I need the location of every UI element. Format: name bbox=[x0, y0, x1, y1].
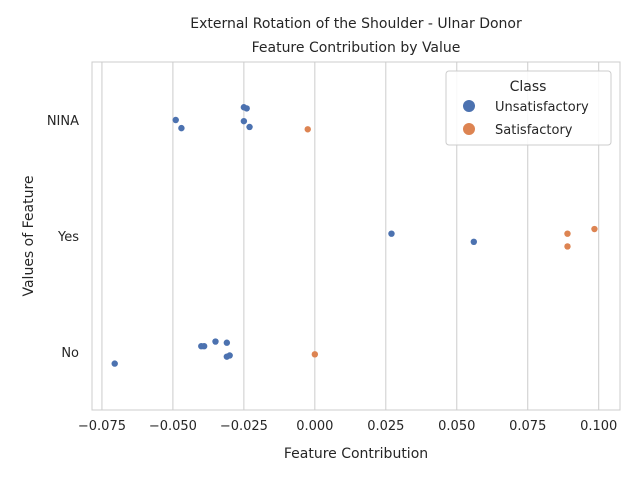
y-tick-labels: NINA Yes No bbox=[47, 114, 79, 361]
legend-label-satisfactory: Satisfactory bbox=[495, 123, 573, 138]
x-axis-label: Feature Contribution bbox=[284, 446, 428, 462]
x-tick-label: 0.075 bbox=[509, 419, 546, 434]
y-axis-label: Values of Feature bbox=[21, 175, 37, 296]
x-tick-label: −0.075 bbox=[78, 419, 126, 434]
data-point-unsatisfactory bbox=[388, 230, 395, 237]
data-point-unsatisfactory bbox=[178, 124, 185, 132]
data-point-satisfactory bbox=[564, 230, 571, 237]
y-tick-label: NINA bbox=[47, 114, 79, 129]
x-tick-label: −0.025 bbox=[220, 419, 268, 434]
y-tick-label: No bbox=[61, 346, 79, 361]
data-point-unsatisfactory bbox=[240, 117, 248, 125]
data-point-satisfactory bbox=[311, 351, 319, 358]
data-point-unsatisfactory bbox=[223, 339, 231, 346]
y-tick-label: Yes bbox=[57, 230, 79, 245]
data-point-unsatisfactory bbox=[200, 343, 208, 350]
x-tick-labels: −0.075 −0.050 −0.025 0.000 0.025 0.050 0.075 0.… bbox=[78, 419, 617, 434]
legend: Class Unsatisfactory Satisfactory bbox=[445, 70, 612, 146]
x-tick-label: −0.050 bbox=[149, 419, 197, 434]
legend-title: Class bbox=[510, 79, 547, 95]
data-point-unsatisfactory bbox=[212, 338, 219, 345]
data-point-unsatisfactory bbox=[246, 123, 253, 131]
x-tick-label: 0.100 bbox=[580, 419, 617, 434]
legend-marker-unsatisfactory bbox=[463, 100, 475, 112]
data-point-satisfactory bbox=[564, 243, 571, 250]
chart-title-line-2: Feature Contribution by Value bbox=[252, 40, 461, 56]
legend-label-unsatisfactory: Unsatisfactory bbox=[495, 100, 589, 115]
plot-frame bbox=[91, 61, 621, 411]
data-points bbox=[111, 104, 598, 367]
data-point-unsatisfactory bbox=[111, 360, 118, 367]
data-point-unsatisfactory bbox=[243, 105, 250, 112]
x-tick-label: 0.000 bbox=[296, 419, 333, 434]
legend-marker-satisfactory bbox=[463, 123, 475, 135]
data-point-satisfactory bbox=[304, 126, 311, 133]
data-point-unsatisfactory bbox=[470, 238, 478, 245]
data-point-satisfactory bbox=[591, 225, 598, 233]
legend-box bbox=[445, 70, 612, 146]
chart-title-line-1: External Rotation of the Shoulder - Ulna… bbox=[190, 16, 522, 32]
x-tick-label: 0.025 bbox=[367, 419, 404, 434]
data-point-unsatisfactory bbox=[172, 116, 179, 124]
x-tick-label: 0.050 bbox=[438, 419, 475, 434]
data-point-unsatisfactory bbox=[226, 352, 233, 359]
